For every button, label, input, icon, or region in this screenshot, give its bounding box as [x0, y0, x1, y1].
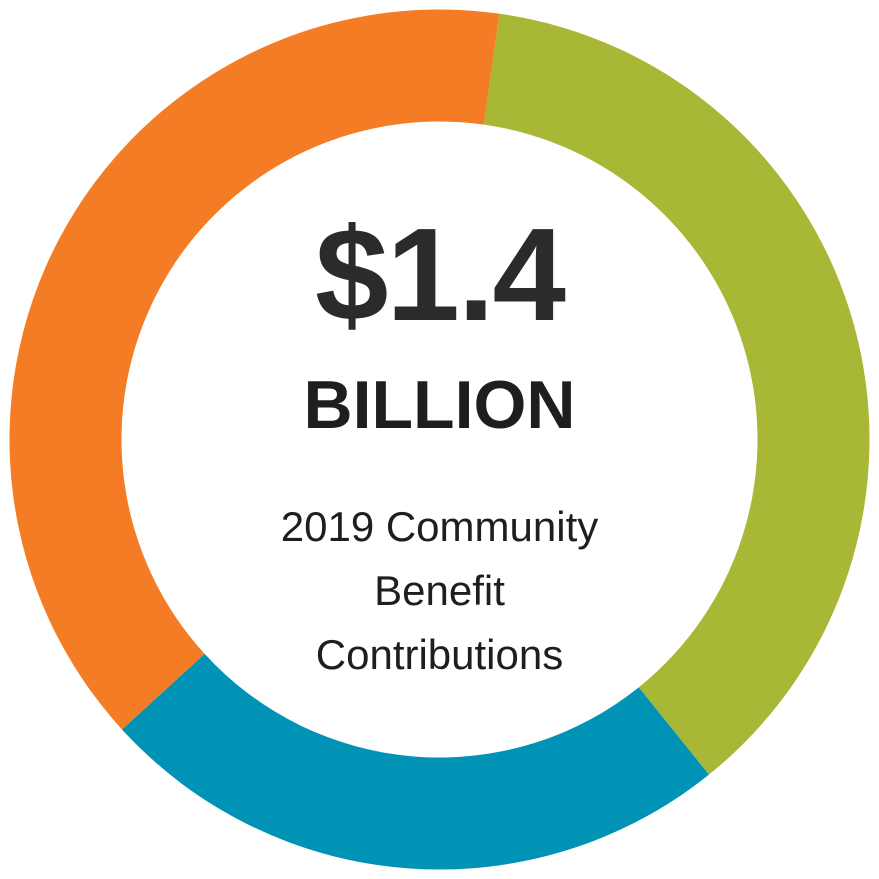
donut-slice-1: [483, 13, 870, 775]
total-value: $1.4: [315, 201, 566, 348]
caption-line-3: Contributions: [315, 631, 564, 678]
chart-caption: 2019 Community Benefit Contributions: [0, 495, 879, 687]
caption-line-2: Benefit: [374, 567, 505, 614]
donut-slice-2: [121, 653, 709, 870]
total-unit: BILLION: [303, 367, 576, 443]
caption-line-1: 2019 Community: [280, 503, 599, 550]
donut-slice-3: [9, 9, 500, 730]
